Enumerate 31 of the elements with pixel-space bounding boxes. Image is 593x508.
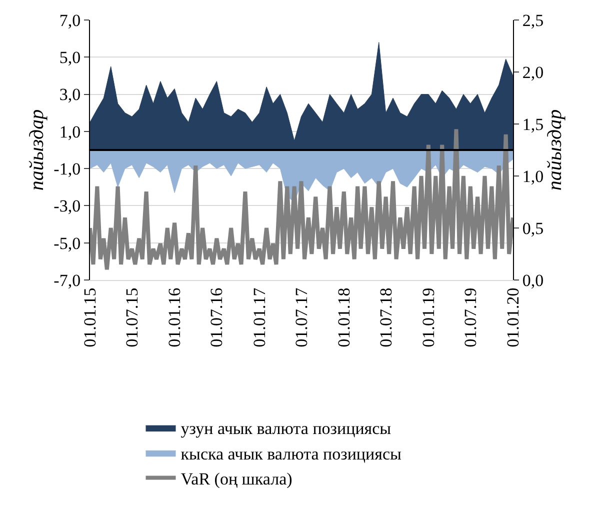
y2-tick-label: 2,0 bbox=[522, 62, 544, 82]
legend-label: кыска ачык валюта позициясы bbox=[180, 444, 402, 464]
y-tick-label: 7,0 bbox=[59, 10, 81, 30]
y2-tick-label: 1,5 bbox=[522, 114, 544, 134]
y-tick-label: -5,0 bbox=[54, 234, 81, 253]
y-tick-label: -7,0 bbox=[54, 270, 81, 290]
x-tick-label: 01.01.17 bbox=[250, 287, 269, 348]
legend-label: VaR (оң шкала) bbox=[180, 469, 292, 488]
y2-tick-label: 2,5 bbox=[522, 10, 544, 30]
y-tick-label: -1,0 bbox=[54, 160, 81, 179]
x-tick-label: 01.07.18 bbox=[376, 288, 396, 348]
x-tick-label: 01.07.17 bbox=[292, 287, 311, 348]
x-tick-label: 01.01.15 bbox=[80, 288, 100, 348]
x-tick-label: 01.07.16 bbox=[207, 288, 226, 348]
x-tick-label: 01.07.15 bbox=[122, 288, 142, 348]
y2-tick-label: 1,0 bbox=[522, 166, 544, 186]
y-tick-label: 1,0 bbox=[59, 122, 81, 142]
y-axis-title: пайыздар bbox=[26, 109, 48, 191]
line-series bbox=[90, 127, 513, 272]
y-tick-label: 5,0 bbox=[59, 48, 81, 68]
x-tick-label: 01.01.16 bbox=[165, 288, 184, 348]
y-tick-label: 3,0 bbox=[59, 85, 81, 104]
x-tick-label: 01.01.18 bbox=[334, 288, 354, 348]
y2-tick-label: 0,5 bbox=[522, 218, 544, 238]
x-tick-label: 01.07.19 bbox=[460, 288, 480, 348]
y2-axis-title: пайыздар bbox=[544, 109, 566, 191]
x-tick-label: 01.01.19 bbox=[418, 288, 438, 348]
x-tick-label: 01.01.20 bbox=[504, 288, 523, 348]
legend-label: узун ачык валюта позициясы bbox=[180, 419, 392, 438]
y2-tick-label: 0,0 bbox=[522, 270, 544, 290]
y-tick-label: -3,0 bbox=[54, 196, 81, 216]
